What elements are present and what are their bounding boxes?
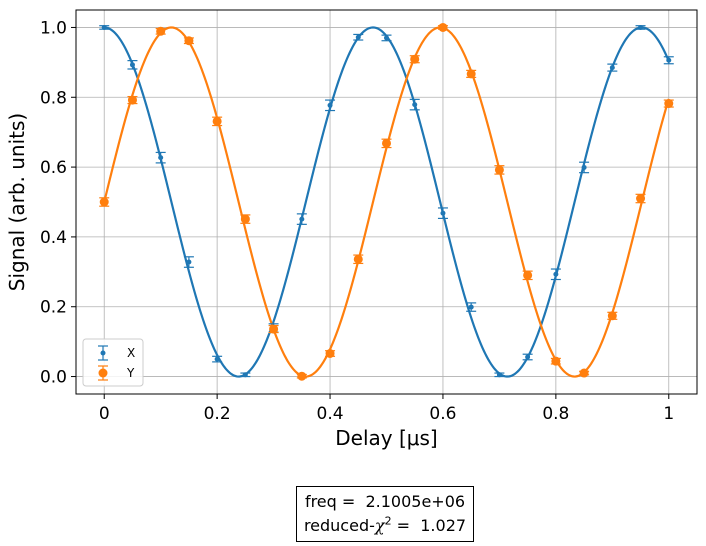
fit-results-box: freq = 2.1005e+06 reduced-χ2 = 1.027 [296, 486, 474, 542]
point-x [325, 99, 336, 112]
x-axis-label: Delay [μs] [335, 426, 437, 450]
data-points [99, 22, 674, 381]
point-y [155, 26, 166, 36]
point-y [635, 193, 646, 204]
fit-curves [103, 26, 670, 378]
point-x [437, 207, 448, 220]
freq-value: 2.1005e+06 [365, 492, 466, 511]
point-x [635, 24, 646, 30]
x-tick-label: 0.8 [542, 404, 569, 424]
y-tick-label: 0.4 [40, 228, 67, 248]
point-x [212, 355, 223, 363]
point-x [240, 372, 251, 378]
point-x [183, 256, 194, 268]
grid [76, 10, 697, 394]
point-y [212, 116, 223, 127]
point-x [550, 268, 561, 281]
point-y [550, 356, 561, 366]
point-y [99, 197, 110, 207]
point-y [522, 270, 533, 281]
y-tick-label: 0.2 [40, 298, 67, 318]
point-y [296, 371, 307, 381]
point-x [381, 34, 392, 42]
point-x [155, 151, 166, 164]
point-x [466, 302, 477, 312]
legend-entry-y: Y [98, 365, 135, 381]
point-y [268, 324, 279, 334]
point-y [325, 349, 336, 359]
x-tick-label: 0 [99, 404, 110, 424]
point-y [494, 165, 505, 175]
point-y [381, 138, 392, 149]
point-x [409, 98, 420, 111]
point-y [607, 311, 618, 321]
point-x [353, 33, 364, 41]
point-y [353, 254, 364, 265]
axis-ticks: 0 0.2 0.4 0.6 0.8 1 0.0 0.2 0.4 0.6 0.8 1.0 [40, 18, 674, 424]
point-x [579, 161, 590, 174]
chi-power: 2 [384, 514, 392, 528]
y-tick-label: 1.0 [40, 18, 67, 38]
point-x [296, 213, 307, 225]
y-axis-label: Signal (arb. units) [5, 113, 29, 291]
chi-prefix: reduced- [303, 516, 375, 535]
plot-frame [75, 9, 698, 395]
point-x [607, 63, 618, 72]
legend-label: Y [126, 366, 135, 380]
fit-curve-y [103, 26, 670, 378]
point-x [99, 24, 110, 30]
x-tick-label: 0.2 [204, 404, 231, 424]
legend-label: X [127, 346, 135, 360]
legend-entry-x: X [98, 345, 135, 361]
point-x [663, 56, 674, 65]
point-x [127, 60, 138, 70]
fit-curve-x [104, 26, 670, 378]
chi-suffix: = 1.027 [391, 516, 467, 535]
y-tick-label: 0.6 [40, 158, 67, 178]
point-x [494, 372, 505, 378]
legend: XY [82, 338, 144, 387]
point-y [127, 95, 138, 105]
x-tick-label: 0.4 [317, 404, 344, 424]
y-tick-label: 0.0 [40, 368, 67, 388]
x-tick-label: 1 [663, 404, 674, 424]
point-y [466, 69, 477, 79]
point-y [663, 99, 674, 109]
chi-line: reduced-χ2 = 1.027 [304, 514, 466, 538]
legend-frame [82, 338, 144, 387]
point-y [579, 368, 590, 378]
point-y [240, 214, 251, 224]
point-y [183, 36, 194, 46]
point-y [437, 22, 448, 32]
x-tick-label: 0.6 [429, 404, 456, 424]
point-y [409, 54, 420, 64]
y-tick-label: 0.8 [40, 88, 67, 108]
freq-label: freq = [304, 492, 366, 511]
point-x [522, 353, 533, 361]
chi-symbol: χ [374, 516, 385, 535]
freq-line: freq = 2.1005e+06 [305, 490, 465, 514]
